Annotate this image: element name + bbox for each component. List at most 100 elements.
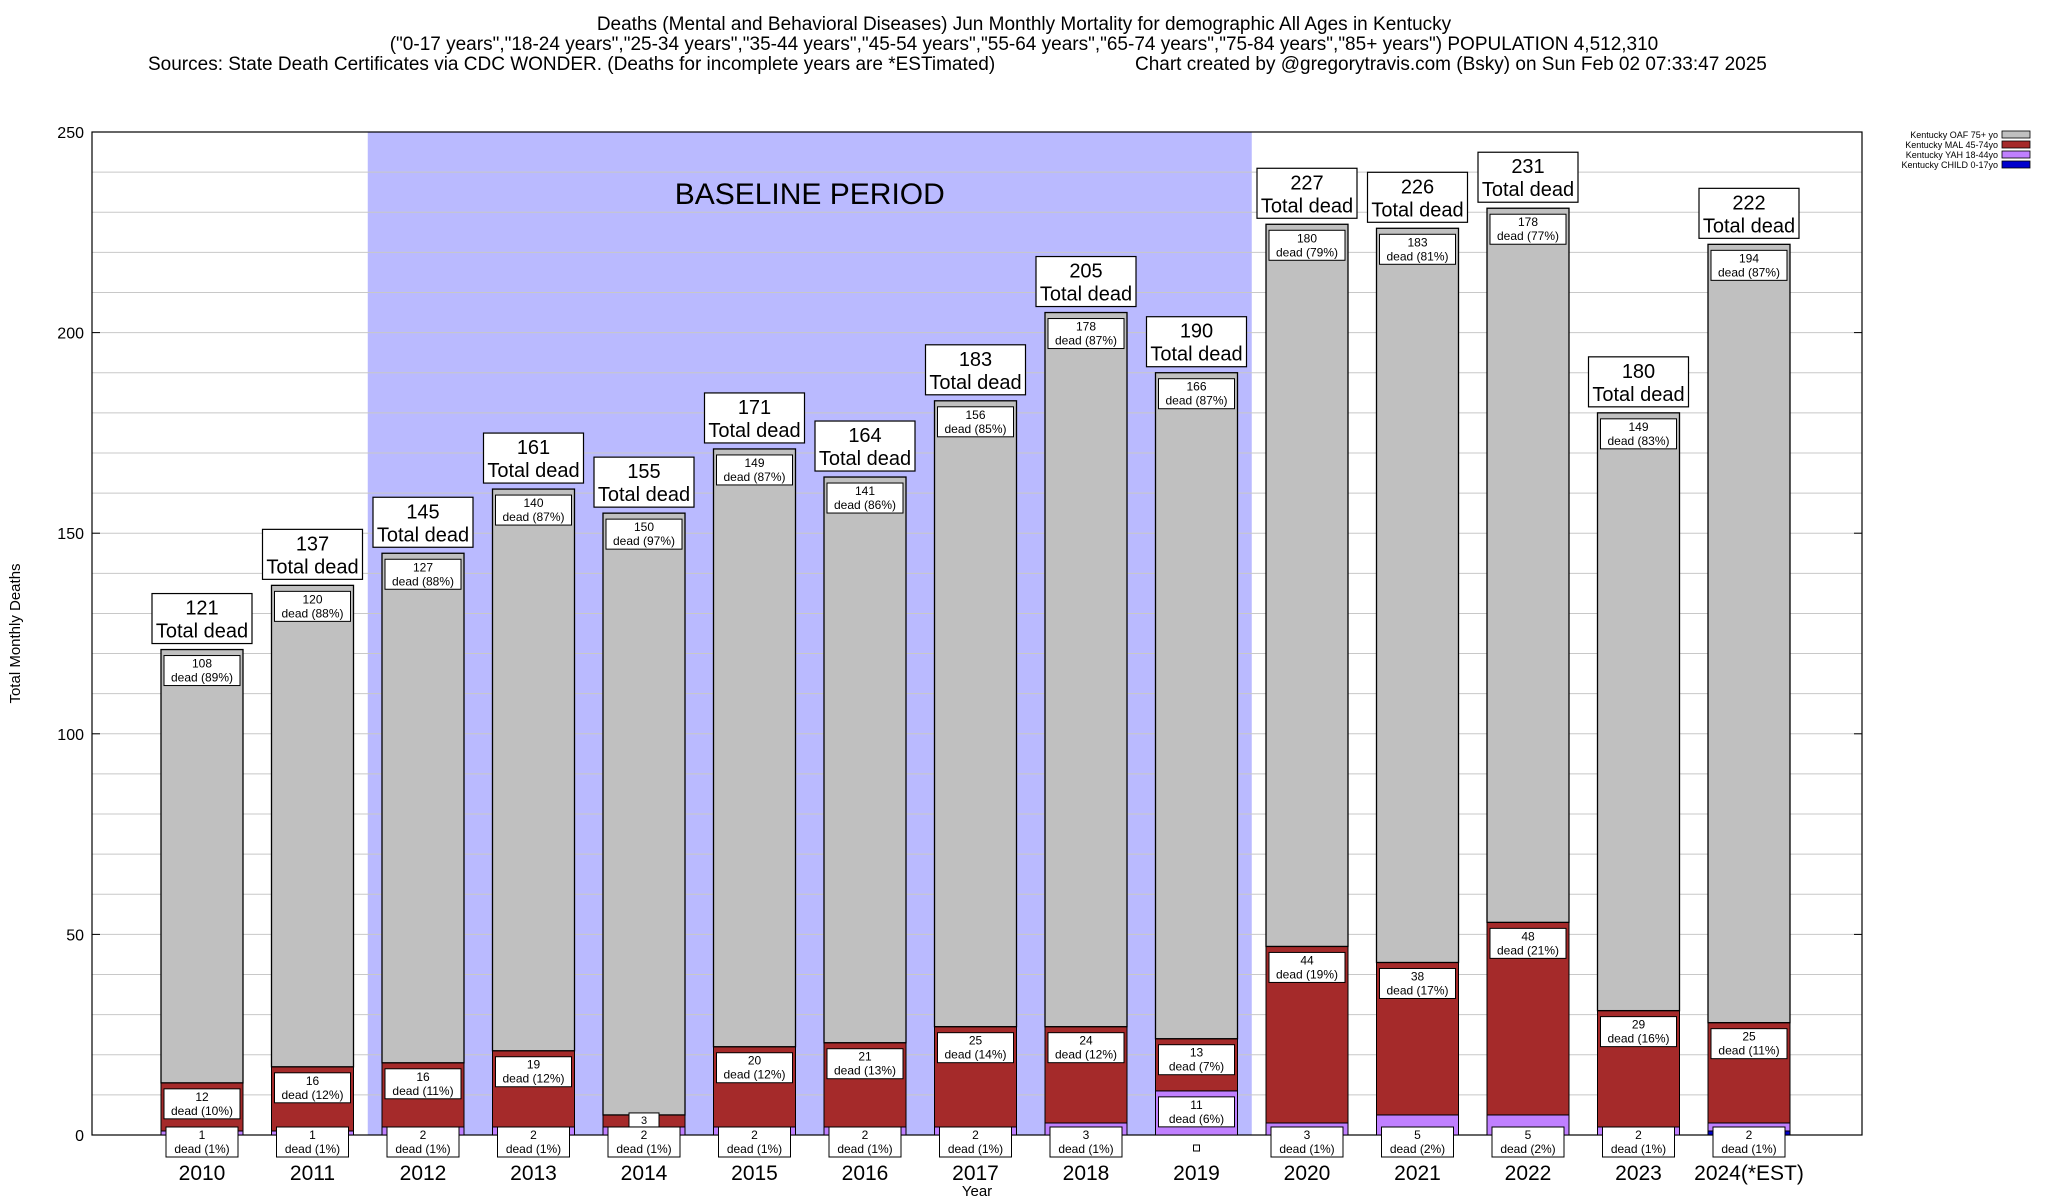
mal-data-label-box — [1710, 1028, 1788, 1060]
oaf-data-label-text: dead (97%) — [613, 534, 675, 548]
x-category-label: 2019 — [1173, 1162, 1220, 1185]
mal-data-label-box — [1158, 1044, 1235, 1076]
total-label-box — [1145, 316, 1248, 368]
yah-data-label-text: dead (1%) — [1721, 1142, 1776, 1156]
total-label-box — [814, 420, 916, 472]
legend-label: Kentucky OAF 75+ yo — [1910, 130, 1998, 140]
total-suffix: Total dead — [1482, 179, 1574, 201]
legend-swatch — [2001, 140, 2031, 149]
x-category-label: 2013 — [510, 1162, 557, 1185]
total-label-box — [372, 496, 474, 548]
bar-group-2014 — [602, 512, 686, 1148]
total-value: 171 — [738, 397, 771, 419]
yah-data-label-text: dead (2%) — [1390, 1142, 1445, 1156]
oaf-data-label-box — [1379, 233, 1456, 265]
bar-group-2024(*EST) — [1707, 243, 1791, 1148]
x-category-label: 2023 — [1615, 1162, 1662, 1185]
mal-data-label-box — [1600, 1016, 1677, 1048]
oaf-data-label-text: dead (88%) — [392, 574, 454, 588]
total-value: 180 — [1622, 361, 1655, 383]
yah-data-label-text: dead (1%) — [285, 1142, 340, 1156]
oaf-data-label-text: dead (87%) — [723, 470, 785, 484]
total-value: 183 — [959, 349, 992, 371]
yah-data-label-text: 2 — [972, 1128, 979, 1142]
total-label-box — [1256, 167, 1358, 219]
mal-data-label-text: 13 — [1190, 1046, 1204, 1060]
legend-swatch — [2001, 130, 2031, 139]
mal-data-label-box — [495, 1056, 572, 1088]
oaf-data-label-text: 140 — [523, 496, 543, 510]
legend-label: Kentucky MAL 45-74yo — [1905, 140, 1998, 150]
mal-data-label-text: dead (11%) — [1718, 1044, 1779, 1058]
yah-data-label-box — [1491, 1126, 1565, 1158]
total-value: 161 — [517, 437, 550, 459]
bar-segment-oaf — [1707, 243, 1791, 1024]
mal-data-label-text: dead (12%) — [1055, 1048, 1117, 1062]
oaf-data-label-text: dead (79%) — [1276, 245, 1338, 259]
total-suffix: Total dead — [377, 524, 469, 546]
oaf-data-label-box — [826, 482, 904, 514]
total-label-box — [482, 432, 585, 484]
bar-segment-oaf — [1265, 223, 1349, 948]
oaf-data-label-text: 194 — [1739, 251, 1759, 265]
yah-data-label-text: 5 — [1525, 1128, 1532, 1142]
mal-data-label-box — [1268, 951, 1346, 983]
total-suffix: Total dead — [708, 420, 800, 442]
yah-data-label-text: 1 — [199, 1128, 206, 1142]
yah-data-label-text: dead (1%) — [1611, 1142, 1666, 1156]
oaf-data-label-box — [1158, 378, 1235, 410]
total-label-box — [593, 456, 695, 508]
oaf-data-label-text: dead (87%) — [1165, 394, 1227, 408]
mal-data-label-text: dead (12%) — [723, 1068, 785, 1082]
total-value: 164 — [848, 425, 881, 447]
yah-data-label-text: dead (1%) — [948, 1142, 1003, 1156]
bar-group-2010 — [160, 648, 244, 1148]
mal-data-label-text: dead (12%) — [281, 1088, 343, 1102]
total-value: 137 — [296, 533, 329, 555]
oaf-data-label-box — [1047, 318, 1125, 350]
legend-swatch — [2001, 160, 2031, 169]
mal-data-label-box — [274, 1072, 351, 1104]
oaf-data-label-box — [605, 518, 683, 550]
mal-data-label-text: 16 — [416, 1070, 430, 1084]
mal-data-label-text: 12 — [195, 1090, 209, 1104]
yah-data-label-text: 2 — [641, 1128, 648, 1142]
y-axis-label: Total Monthly Deaths — [7, 563, 24, 703]
mal-data-label-text: 20 — [748, 1054, 762, 1068]
yah-data-label-box — [497, 1126, 570, 1158]
mal-data-label-box — [1489, 927, 1567, 959]
bar-segment-oaf — [160, 648, 244, 1084]
yah-data-label-text: dead (1%) — [616, 1142, 671, 1156]
mal-data-label-text: 29 — [1632, 1018, 1646, 1032]
total-value: 121 — [185, 598, 218, 620]
oaf-data-label-box — [1489, 213, 1567, 245]
total-value: 231 — [1511, 156, 1544, 178]
yah-data-label-text: dead (1%) — [837, 1142, 892, 1156]
mal-data-label-text: 44 — [1300, 953, 1314, 967]
mal-data-label-text: 3 — [641, 1115, 647, 1127]
chart-sources-text: Sources: State Death Certificates via CD… — [148, 54, 996, 75]
oaf-data-label-text: 156 — [965, 408, 985, 422]
total-suffix: Total dead — [1150, 344, 1242, 366]
mal-data-label-box — [1379, 967, 1456, 999]
oaf-data-label-text: 183 — [1407, 235, 1427, 249]
total-value: 222 — [1732, 192, 1765, 214]
x-category-label: 2024(*EST) — [1694, 1162, 1804, 1185]
oaf-data-label-box — [163, 655, 241, 687]
